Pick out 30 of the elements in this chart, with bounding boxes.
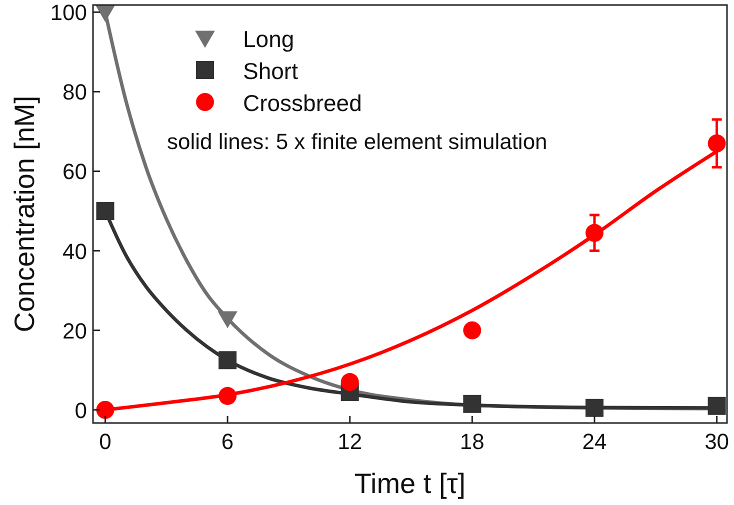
point <box>708 396 726 415</box>
point <box>218 351 237 370</box>
x-tick-label: 30 <box>704 429 730 454</box>
point <box>585 398 604 417</box>
y-tick-label: 20 <box>62 318 87 344</box>
x-tick-label: 12 <box>338 429 362 454</box>
legend-label: Long <box>243 26 294 52</box>
point <box>218 386 237 405</box>
y-tick-label: 80 <box>62 80 87 105</box>
x-tick-label: 18 <box>460 429 484 454</box>
legend-label: Crossbreed <box>243 90 362 116</box>
y-tick-label: 0 <box>74 398 87 423</box>
y-axis-title: Concentration [nM] <box>9 96 40 332</box>
point <box>96 400 114 419</box>
point <box>585 224 604 242</box>
point <box>96 202 114 220</box>
y-tick-label: 100 <box>50 0 87 26</box>
point <box>463 394 482 413</box>
point <box>708 134 726 152</box>
x-tick-label: 24 <box>582 429 607 454</box>
point <box>218 311 238 328</box>
y-tick-label: 60 <box>62 159 87 184</box>
point <box>340 373 359 392</box>
legend-label: Short <box>243 58 299 84</box>
annotation: solid lines: 5 x finite element simulation <box>167 129 548 154</box>
x-axis-title: Time t [τ] <box>354 468 466 499</box>
y-tick-label: 40 <box>62 238 87 264</box>
point <box>463 321 482 340</box>
x-tick-label: 0 <box>99 429 112 454</box>
x-tick-label: 6 <box>221 429 234 454</box>
